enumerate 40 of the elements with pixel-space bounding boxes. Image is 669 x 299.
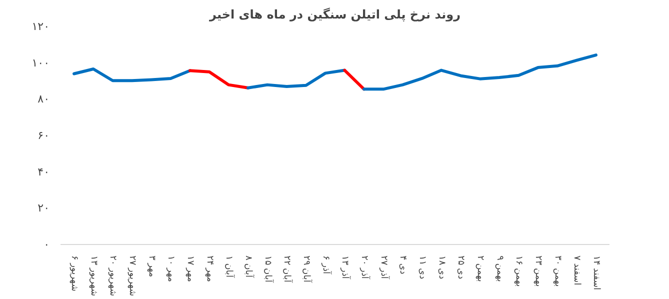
- y-tick-label: ۲۰: [38, 202, 50, 215]
- x-tick-label: ۲۰ شهریور: [108, 256, 118, 296]
- line-series: [246, 68, 346, 90]
- x-tick-label: ۲۴ مهر: [204, 256, 214, 282]
- line-series: [72, 68, 192, 82]
- x-tick-label: ۲۷ شهریور: [127, 256, 138, 296]
- x-tick-label: ۲ بهمن: [474, 256, 485, 282]
- y-tick-label: ۰: [44, 238, 50, 251]
- y-tick-label: ۱۲۰: [32, 20, 50, 33]
- x-tick-label: ۲۳ بهمن: [532, 256, 543, 287]
- y-tick-label: ۶۰: [38, 129, 50, 142]
- x-tick-label: ۳۰ بهمن: [552, 256, 562, 287]
- x-tick-label: ۱۳ شهریور: [88, 256, 98, 296]
- line-series: [362, 54, 598, 91]
- x-tick-label: ۱۷ مهر: [185, 256, 196, 282]
- y-tick-label: ۴۰: [38, 165, 50, 178]
- x-tick-label: ۲۹ آبان: [301, 256, 314, 283]
- x-tick-label: ۶ شهریور: [69, 256, 80, 292]
- x-tick-label: ۱ آبان: [224, 256, 236, 278]
- x-tick-label: ۱۵ آبان: [262, 256, 274, 283]
- x-tick-label: ۲۲ آبان: [282, 256, 294, 283]
- x-tick-label: ۴ دی: [398, 256, 408, 274]
- line-series: [188, 69, 250, 90]
- y-tick-label: ۱۰۰: [32, 56, 50, 70]
- x-tick-label: ۱۰ مهر: [166, 256, 176, 282]
- x-tick-label: ۹ بهمن: [494, 256, 504, 282]
- x-tick-label: ۸ آبان: [243, 256, 256, 278]
- x-tick-label: ۱۴ اسفند: [590, 256, 601, 290]
- x-tick-label: ۶ آذر: [320, 256, 332, 275]
- y-tick-label: ۸۰: [38, 92, 50, 106]
- x-tick-label: ۱۳ آذر: [340, 256, 352, 280]
- x-tick-label: ۱۱ دی: [416, 256, 427, 280]
- x-tick-label: ۳ مهر: [146, 256, 156, 278]
- x-tick-label: ۲۰ آذر: [358, 256, 371, 280]
- x-tick-label: ۱۸ دی: [436, 256, 446, 280]
- x-tick-label: ۷ اسفند: [572, 256, 582, 286]
- x-tick-label: ۲۵ دی: [456, 256, 466, 280]
- x-tick-label: ۲۷ آذر: [378, 256, 390, 280]
- x-tick-label: ۱۶ بهمن: [514, 256, 524, 287]
- chart-title: روند نرخ پلی اتیلن سنگین در ماه های اخیر: [208, 8, 461, 22]
